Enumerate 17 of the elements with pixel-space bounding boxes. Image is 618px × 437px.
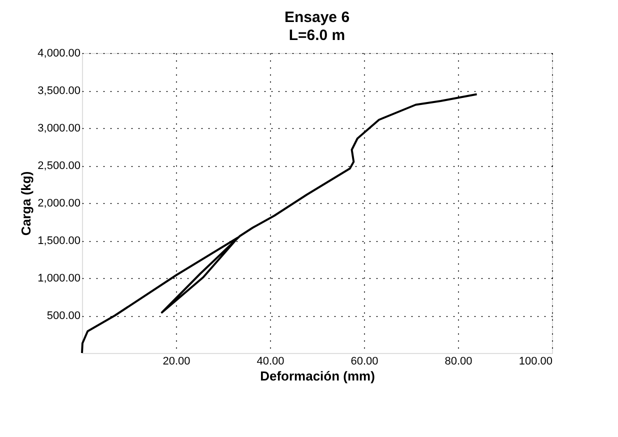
y-tick-label: 2,500.00 [38,160,80,172]
y-tick-label: 1,500.00 [38,235,80,247]
chart-subtitle: L=6.0 m [288,27,346,44]
y-axis-title: Carga (kg) [18,171,34,236]
x-tick-label: 60.00 [350,356,378,368]
x-tick-label: 80.00 [444,356,472,368]
x-tick-label: 100.00 [518,356,552,368]
y-tick-label: 1,000.00 [38,272,80,284]
x-axis-title: Deformación (mm) [260,368,375,384]
x-tick-label: 20.00 [162,356,190,368]
y-tick-label: 3,500.00 [38,85,80,97]
y-tick-label: 3,000.00 [38,122,80,134]
x-tick-label: 40.00 [256,356,284,368]
y-tick-label: 2,000.00 [38,198,80,210]
chart-title: Ensaye 6 [284,9,350,26]
y-tick-label: 500.00 [46,310,80,322]
y-tick-label: 4,000.00 [38,48,80,60]
